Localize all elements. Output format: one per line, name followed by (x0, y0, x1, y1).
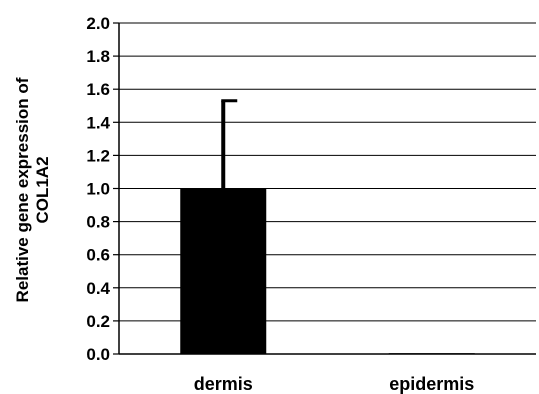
y-tick-label: 2.0 (86, 14, 110, 33)
y-tick-label: 1.2 (86, 146, 110, 165)
y-tick-label: 0.8 (86, 213, 110, 232)
y-tick-labels: 0.0 0.2 0.4 0.6 0.8 1.0 1.2 1.4 1.6 1.8 2.0 (86, 14, 110, 364)
y-tick-label: 1.4 (86, 113, 110, 132)
axes (113, 22, 536, 355)
x-category-label: epidermis (389, 374, 474, 394)
y-axis-title-line-2: COL1A2 (33, 156, 52, 223)
y-tick-label: 0.0 (86, 345, 110, 364)
y-tick-label: 1.8 (86, 47, 110, 66)
y-tick-label: 1.0 (86, 180, 110, 199)
error-bars (221, 99, 238, 189)
y-tick-label: 0.6 (86, 246, 110, 265)
bar-dermis (180, 188, 267, 354)
bars (180, 188, 475, 354)
y-tick-label: 1.6 (86, 80, 110, 99)
x-category-label: dermis (194, 374, 253, 394)
y-tick-label: 0.4 (86, 279, 110, 298)
y-tick-label: 0.2 (86, 312, 110, 331)
y-axis-title: Relative gene expression of COL1A2 (13, 77, 52, 302)
y-axis-title-line-1: Relative gene expression of (13, 77, 32, 302)
x-category-labels: dermis epidermis (194, 374, 475, 394)
